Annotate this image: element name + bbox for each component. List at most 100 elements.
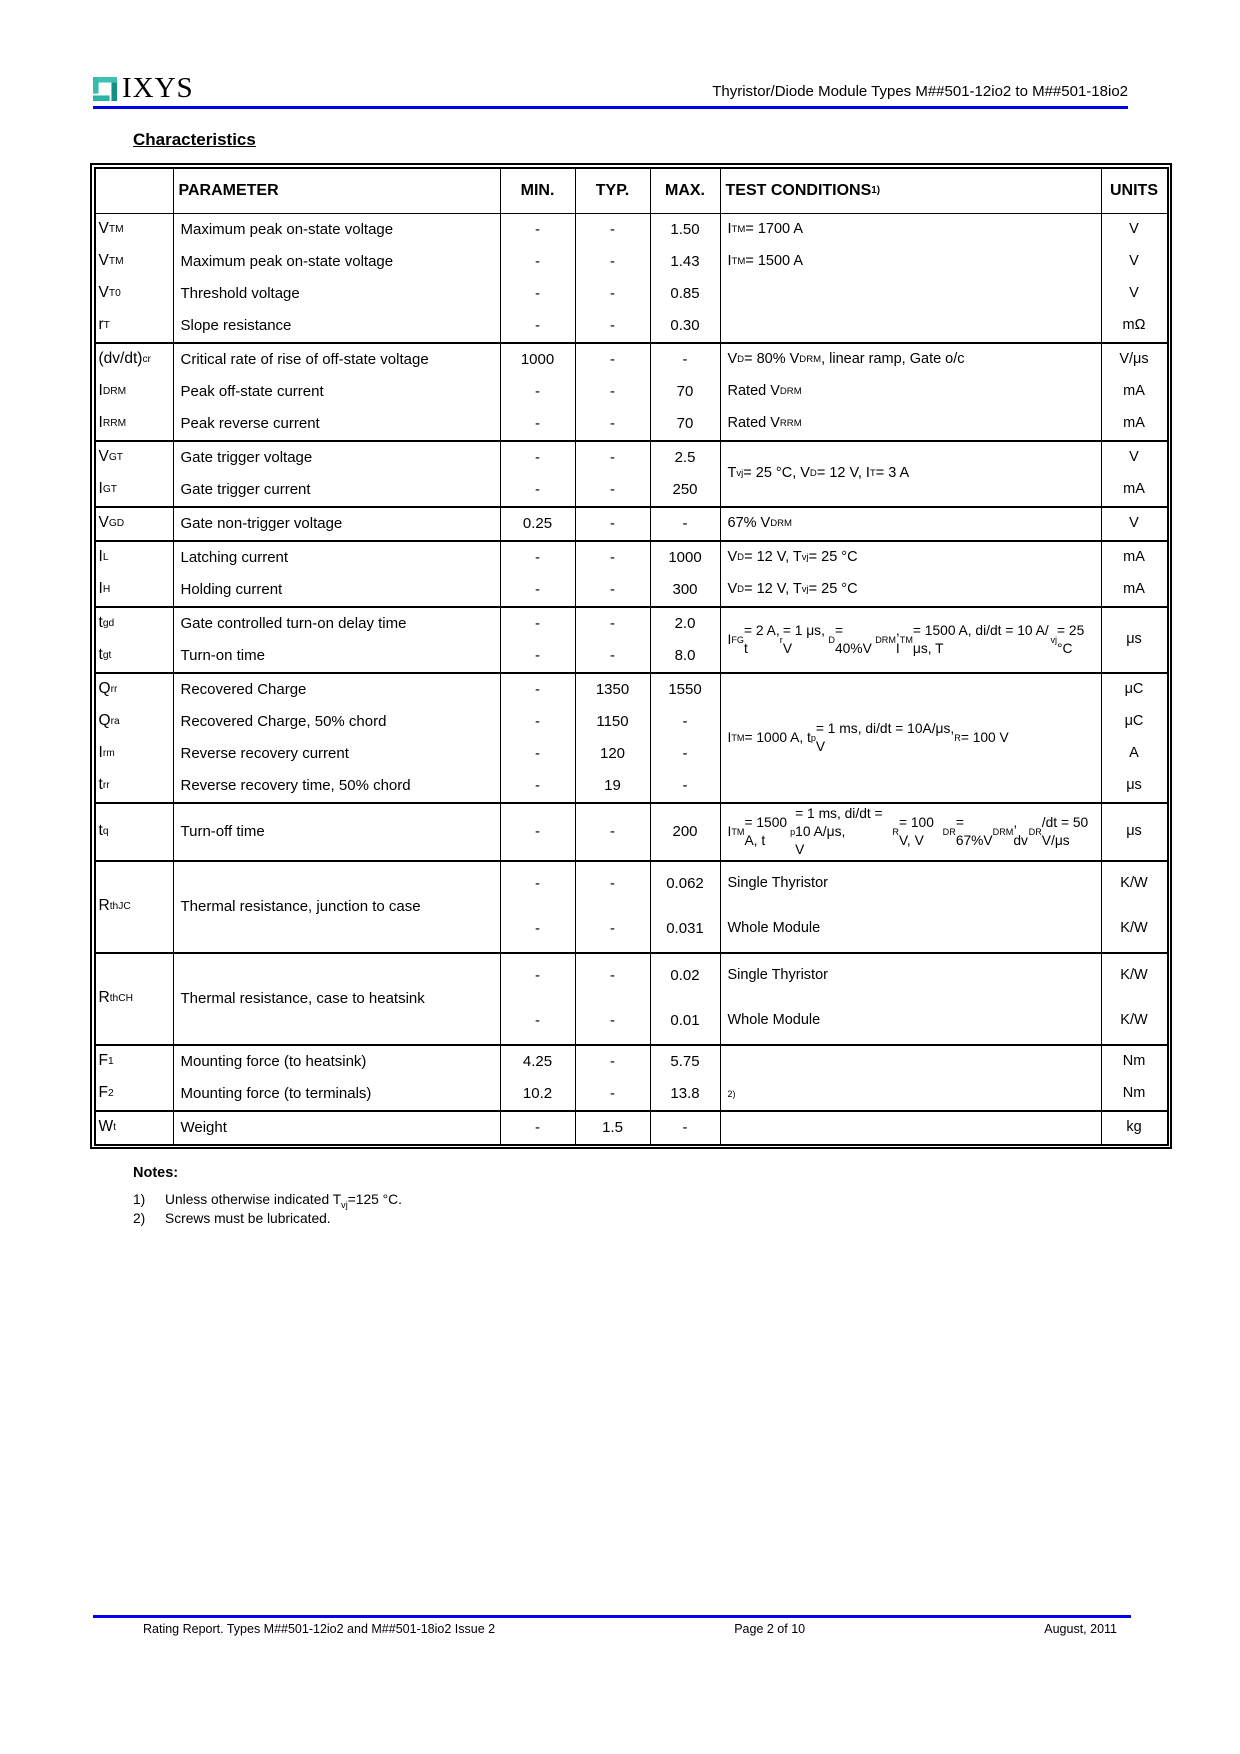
row-parameter: Holding current — [172, 573, 500, 606]
footer-rule — [93, 1615, 1131, 1618]
value-typ: - — [574, 639, 650, 672]
unit: μs — [1100, 769, 1167, 802]
value-min: - — [499, 769, 575, 802]
row-parameter: Gate trigger voltage — [172, 441, 500, 474]
value-min: - — [499, 375, 575, 408]
footer-row: Rating Report. Types M##501-12io2 and M#… — [93, 1622, 1131, 1636]
value-max: 0.031 — [649, 906, 720, 952]
test-condition: 2) — [719, 1077, 1101, 1110]
value-typ: - — [574, 277, 650, 310]
header-parameter: PARAMETER — [172, 168, 500, 213]
row-parameter: Reverse recovery current — [172, 737, 500, 770]
table-group: V GD Gate non-trigger voltage 0.25- -67% V DR… — [95, 505, 1167, 540]
row-parameter: Recovered Charge — [172, 673, 500, 706]
row-parameter: Gate non-trigger voltage — [172, 507, 500, 540]
row-parameter: Peak reverse current — [172, 407, 500, 440]
header-typ: TYP. — [574, 168, 650, 213]
header-min: MIN. — [499, 168, 575, 213]
unit: Nm — [1100, 1077, 1167, 1110]
value-typ: - — [574, 953, 650, 999]
ixys-logo: IXYS — [93, 74, 194, 103]
characteristics-table: PARAMETER MIN. TYP. MAX. TEST CONDITIONS… — [90, 163, 1172, 1149]
value-typ: - — [574, 343, 650, 376]
value-min: - — [499, 639, 575, 672]
unit: mA — [1100, 541, 1167, 574]
row-parameter: Turn-on time — [172, 639, 500, 672]
row-symbol: V T0 — [98, 284, 121, 302]
row-parameter: Turn-off time — [172, 803, 500, 860]
value-typ: - — [574, 309, 650, 342]
unit: mA — [1100, 375, 1167, 408]
value-max: 0.85 — [649, 277, 720, 310]
value-min: - — [499, 1111, 575, 1144]
test-condition: I TM = 1700 A — [719, 213, 1101, 246]
value-typ: - — [574, 906, 650, 952]
test-condition: Whole Module — [719, 998, 1101, 1044]
table-body: V TM Maximum peak on-state voltage - -1.50 I T… — [95, 213, 1167, 1144]
note-item: 1) Unless otherwise indicated Tvj=125 °C… — [133, 1192, 1172, 1210]
value-max: 5.75 — [649, 1045, 720, 1078]
value-min: 10.2 — [499, 1077, 575, 1110]
row-parameter: Reverse recovery time, 50% chord — [172, 769, 500, 802]
unit: μs — [1100, 607, 1167, 672]
value-min: - — [499, 861, 575, 907]
test-condition: I TM = 1500 A — [719, 245, 1101, 278]
value-typ: 19 — [574, 769, 650, 802]
value-min: - — [499, 573, 575, 606]
row-symbol: I GT — [98, 480, 118, 498]
value-max: 2.5 — [649, 441, 720, 474]
value-typ: 1.5 — [574, 1111, 650, 1144]
note-number: 1) — [133, 1192, 146, 1207]
value-max: 8.0 — [649, 639, 720, 672]
row-symbol: V GT — [98, 448, 124, 466]
table-group: (dv/dt) cr Critical rate of rise of off-st… — [95, 341, 1167, 440]
value-min: - — [499, 673, 575, 706]
value-min: - — [499, 705, 575, 738]
value-min: - — [499, 213, 575, 246]
unit: K/W — [1100, 953, 1167, 999]
value-typ: - — [574, 1077, 650, 1110]
value-max: 2.0 — [649, 607, 720, 640]
page-footer: Rating Report. Types M##501-12io2 and M#… — [93, 1615, 1131, 1636]
note-text: Unless otherwise indicated Tvj=125 °C. — [165, 1192, 402, 1210]
unit: V — [1100, 213, 1167, 246]
row-parameter: Maximum peak on-state voltage — [172, 245, 500, 278]
header-max: MAX. — [649, 168, 720, 213]
note-number: 2) — [133, 1211, 146, 1226]
value-min: 1000 — [499, 343, 575, 376]
value-max: - — [649, 1111, 720, 1144]
row-symbol: V TM — [98, 220, 124, 238]
value-max: 250 — [649, 473, 720, 506]
test-condition — [719, 1045, 1101, 1078]
value-typ: 120 — [574, 737, 650, 770]
value-max: 0.02 — [649, 953, 720, 999]
row-parameter: Thermal resistance, case to heatsink — [172, 953, 500, 1044]
unit: μC — [1100, 673, 1167, 706]
value-max: - — [649, 737, 720, 770]
row-symbol: (dv/dt) cr — [98, 350, 151, 368]
doc-title: Thyristor/Diode Module Types M##501-12io… — [712, 83, 1128, 100]
row-symbol: t rr — [98, 776, 110, 794]
unit: V — [1100, 507, 1167, 540]
value-typ: - — [574, 1045, 650, 1078]
value-typ: - — [574, 375, 650, 408]
footer-date: August, 2011 — [1044, 1621, 1117, 1636]
header-test-conditions: TEST CONDITIONS 1) — [719, 168, 1101, 213]
value-max: 0.062 — [649, 861, 720, 907]
row-parameter: Thermal resistance, junction to case — [172, 861, 500, 952]
characteristics-table-inner: PARAMETER MIN. TYP. MAX. TEST CONDITIONS… — [93, 166, 1169, 1146]
row-parameter: Mounting force (to heatsink) — [172, 1045, 500, 1078]
unit: K/W — [1100, 906, 1167, 952]
table-group: t gd Gate controlled turn-on delay time - -2… — [95, 605, 1167, 672]
ixys-logo-icon — [93, 76, 117, 101]
test-condition — [719, 277, 1101, 310]
row-parameter: Maximum peak on-state voltage — [172, 213, 500, 246]
